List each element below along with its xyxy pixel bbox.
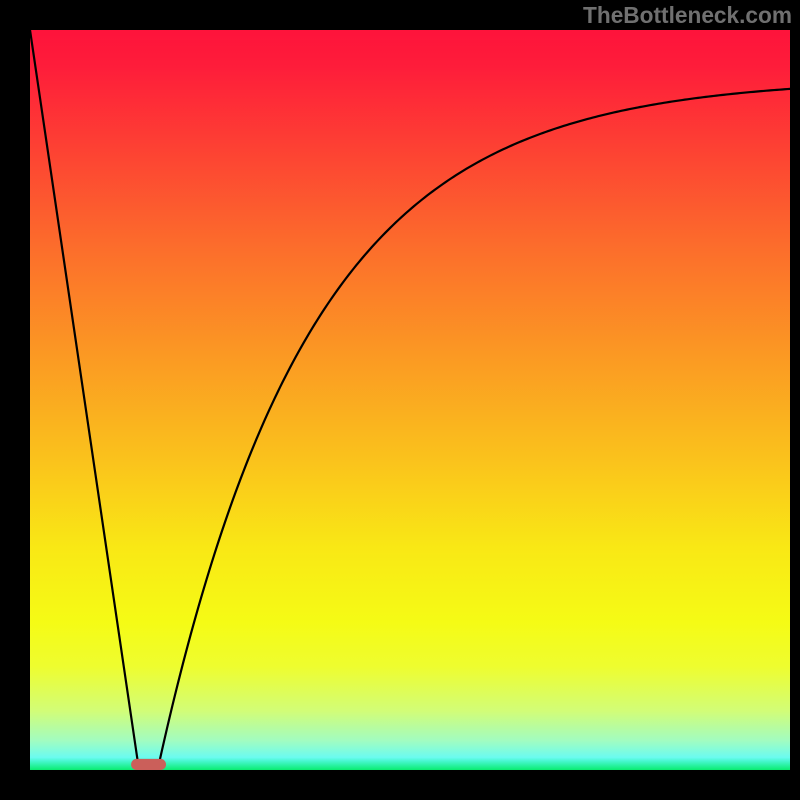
bottleneck-chart	[0, 0, 800, 800]
watermark-text: TheBottleneck.com	[583, 2, 792, 29]
chart-container: TheBottleneck.com	[0, 0, 800, 800]
